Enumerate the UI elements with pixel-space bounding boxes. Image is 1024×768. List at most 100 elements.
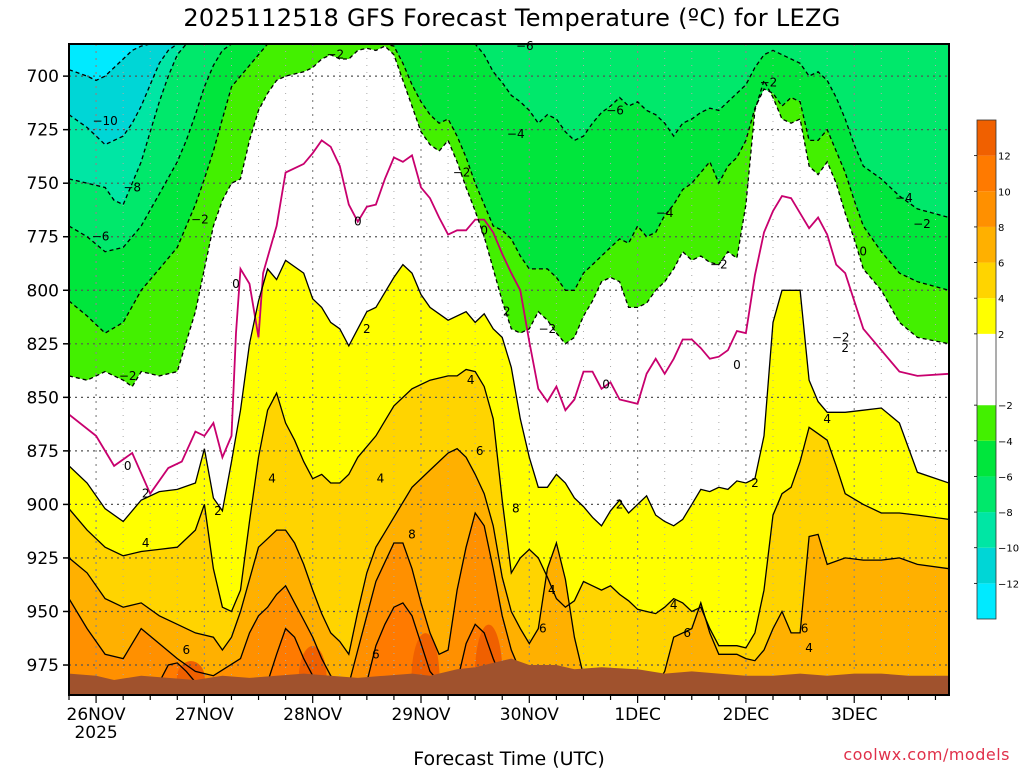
contour-label: 0	[232, 277, 240, 291]
colorbar-band	[977, 333, 996, 406]
contour-label: −2	[760, 76, 778, 90]
x-tick-label: 1DEC	[614, 705, 661, 725]
colorbar-band	[977, 191, 996, 227]
plot-frame	[68, 43, 950, 696]
colorbar-band	[977, 155, 996, 192]
x-axis: 26NOV 27NOV 28NOV 29NOV 30NOV 1DEC 2DEC 3DEC 202…	[67, 695, 937, 743]
y-tick-label: 825	[27, 335, 59, 355]
y-tick-label: 950	[27, 602, 59, 622]
y-tick-label: 725	[27, 121, 59, 141]
contour-label: −2	[326, 48, 344, 62]
contour-label: 4	[268, 472, 276, 486]
contour-label: −4	[656, 206, 674, 220]
colorbar-tick-label: 10	[998, 187, 1011, 198]
contour-line-minus10	[69, 44, 178, 146]
contour-label: 2	[751, 476, 759, 490]
colorbar-tick-label: −12	[998, 579, 1019, 590]
contour-label: −2	[710, 258, 728, 272]
contour-label: 6	[539, 622, 547, 636]
x-tick-label: 2DEC	[723, 705, 770, 725]
colorbar-band	[977, 476, 996, 513]
contour-label: 0	[354, 215, 362, 229]
y-tick-label: 775	[27, 228, 59, 248]
temperature-fills	[69, 44, 949, 695]
contour-label: 4	[377, 472, 385, 486]
y-tick-label: 850	[27, 388, 59, 408]
colorbar-band	[977, 226, 996, 263]
x-axis-label: Forecast Time (UTC)	[413, 748, 604, 768]
contour-line-0	[69, 139, 949, 496]
colorbar-tick-label: 2	[998, 330, 1004, 341]
y-axis: 700 725 750 775 800 825 850 875 900 925 950 975	[27, 67, 69, 676]
x-tick-label: 28NOV	[283, 705, 342, 725]
colorbar-tick-label: −6	[998, 472, 1013, 483]
credit-text: coolwx.com/models	[843, 745, 1010, 764]
x-tick-label: 26NOV	[67, 705, 126, 725]
y-tick-label: 700	[27, 67, 59, 87]
colorbar-tick-label: −8	[998, 508, 1013, 519]
x-tick-label: 30NOV	[500, 705, 559, 725]
y-tick-label: 875	[27, 442, 59, 462]
contour-label: 2	[214, 504, 222, 518]
contour-label: −2	[119, 369, 137, 383]
colorbar-band	[977, 405, 996, 441]
y-tick-label: 900	[27, 495, 59, 515]
fill-band-cold-minus4	[69, 44, 949, 334]
contour-label: 2	[616, 497, 624, 511]
fill-band-cold-minus12	[69, 44, 151, 81]
y-tick-label: 925	[27, 549, 59, 569]
colorbar-band	[977, 583, 996, 619]
contour-label: −10	[92, 114, 117, 128]
contour-label: 4	[805, 641, 813, 655]
colorbar-band	[977, 120, 996, 156]
contour-label: −2	[913, 217, 931, 231]
contour-label: 4	[670, 598, 678, 612]
contour-label: 0	[733, 358, 741, 372]
colorbar-tick-label: −2	[998, 401, 1013, 412]
contour-label: 8	[512, 502, 520, 516]
colorbar-tick-label: 12	[998, 152, 1011, 163]
contour-label: 6	[372, 647, 380, 661]
colorbar-band	[977, 547, 996, 584]
x-tick-label: 27NOV	[175, 705, 234, 725]
y-tick-label: 800	[27, 281, 59, 301]
contour-label: 6	[801, 622, 809, 636]
colorbar-band	[977, 440, 996, 477]
contour-lines	[69, 44, 949, 692]
contour-label: −6	[606, 103, 624, 117]
contour-line-4	[69, 368, 949, 649]
contour-line-2	[69, 259, 949, 527]
contour-line-minus8	[69, 44, 187, 206]
colorbar-band	[977, 298, 996, 334]
contour-line-6	[69, 447, 949, 692]
contour-label: 6	[183, 643, 191, 657]
contour-label: 0	[859, 245, 867, 259]
contour-label: 0	[480, 223, 488, 237]
colorbar: 12 10 8 6 4 2 −2 −4 −6 −8 −10 −12	[974, 119, 1019, 620]
contour-label: 6	[476, 444, 484, 458]
colorbar-band	[977, 512, 996, 548]
chart-title: 2025112518 GFS Forecast Temperature (ºC)…	[183, 4, 841, 32]
fill-band-cold-minus6	[69, 44, 949, 252]
contour-label: 4	[467, 373, 475, 387]
contour-label: 0	[124, 459, 132, 473]
contour-label: −6	[516, 39, 534, 53]
contour-label: −2	[191, 213, 209, 227]
contour-label: 0	[602, 377, 610, 391]
contour-line-minus4	[69, 44, 949, 334]
contour-label: −2	[539, 322, 557, 336]
contour-label: −2	[453, 165, 471, 179]
colorbar-tick-label: 6	[998, 259, 1004, 270]
contour-label: −2	[832, 330, 850, 344]
colorbar-tick-label: −10	[998, 544, 1019, 555]
contour-label: 4	[548, 583, 556, 597]
x-year-label: 2025	[74, 723, 117, 743]
contour-line-minus12	[69, 44, 151, 82]
contour-label: 2	[503, 305, 511, 319]
contour-label: 4	[823, 412, 831, 426]
contour-label: −6	[92, 230, 110, 244]
ground-layer	[69, 658, 949, 695]
contour-label: 2	[363, 322, 371, 336]
